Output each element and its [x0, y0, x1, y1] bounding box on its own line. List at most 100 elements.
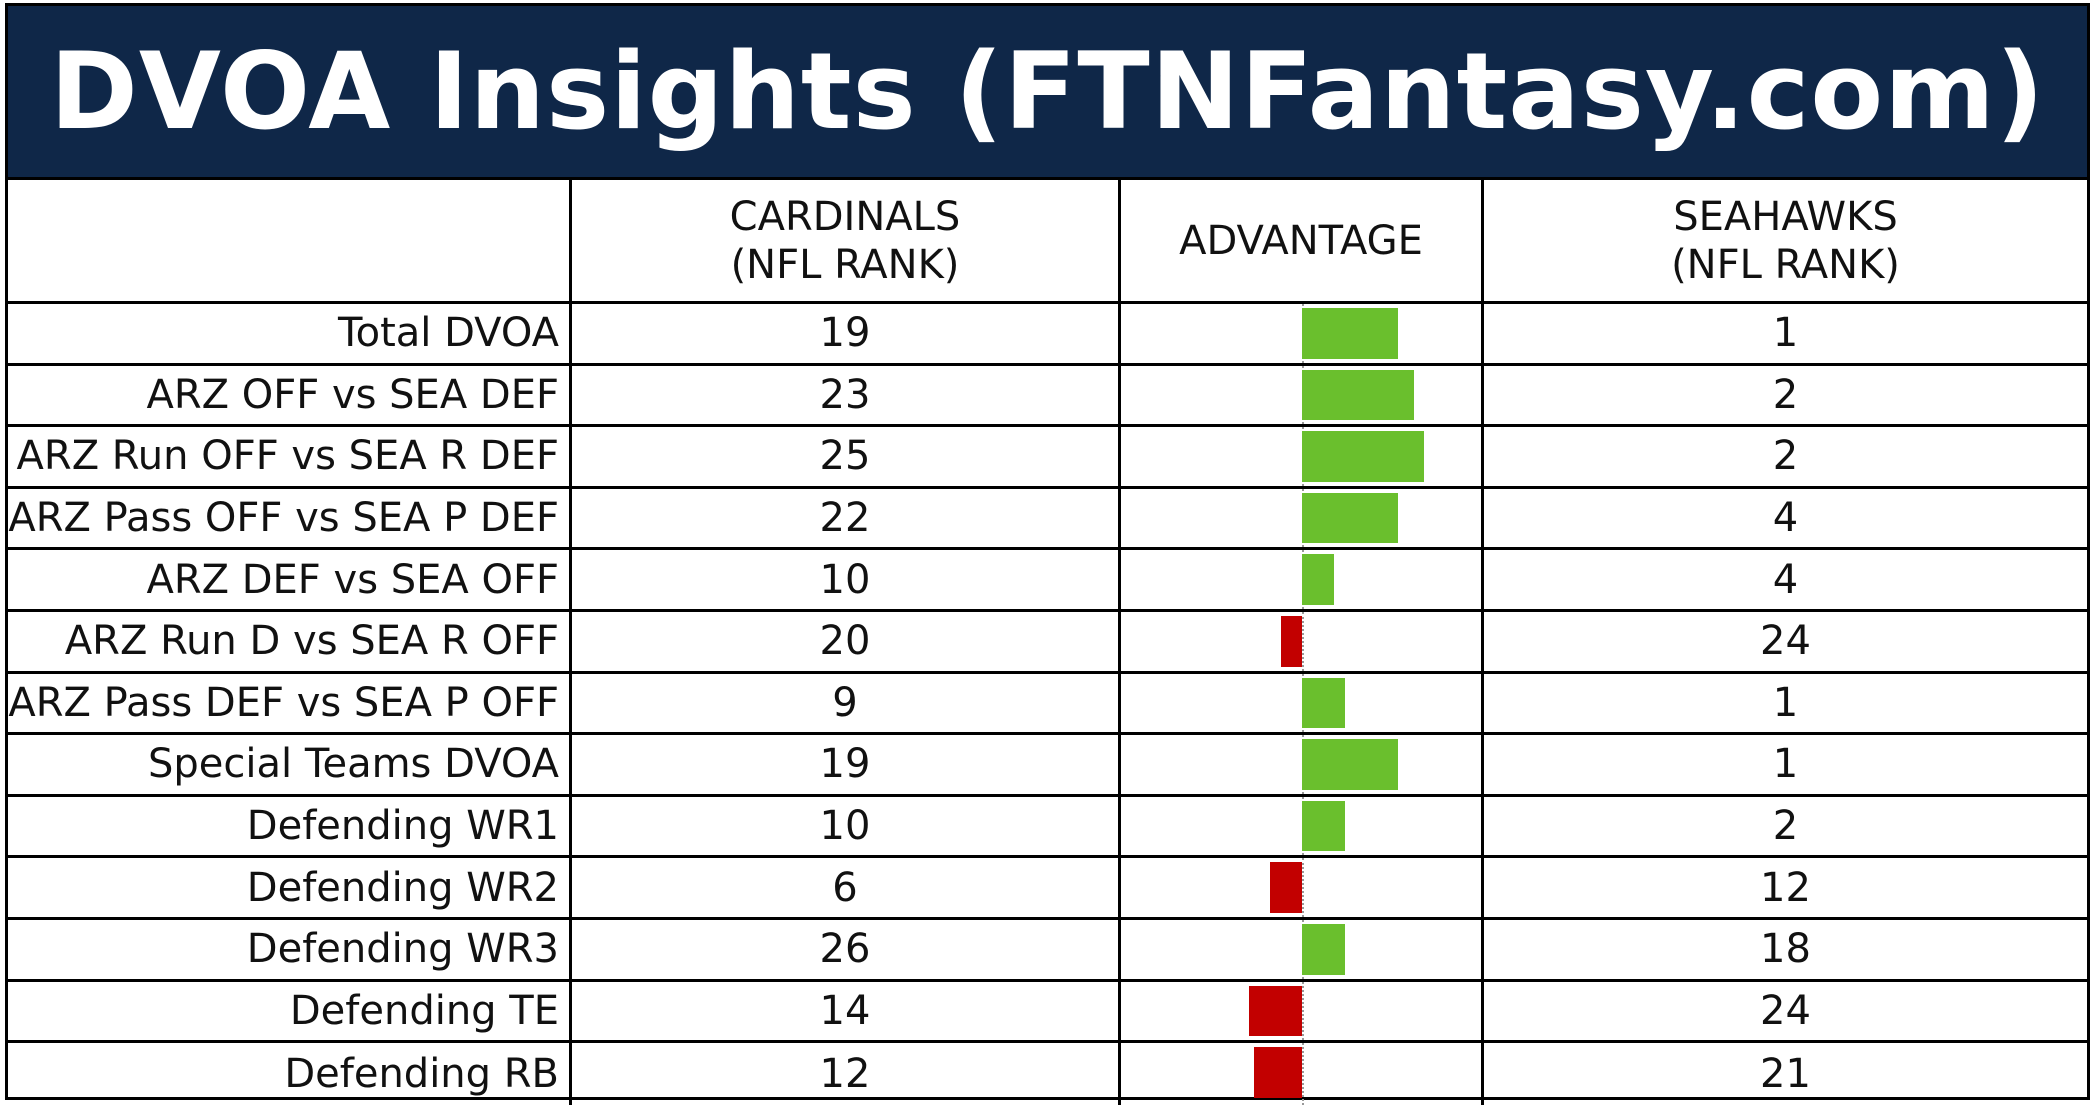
seahawks-rank: 1	[1772, 679, 1799, 726]
advantage-zero-line	[1302, 612, 1304, 671]
advantage-bar-area	[1121, 796, 1481, 856]
advantage-bar-area	[1121, 427, 1481, 486]
advantage-bar	[1302, 431, 1425, 482]
advantage-bar	[1302, 369, 1414, 421]
advantage-bar-area	[1121, 550, 1481, 609]
row-label: ARZ Run D vs SEA R OFF	[8, 612, 572, 671]
table-row: ARZ DEF vs SEA OFF 10 4	[8, 550, 2087, 612]
table-row: ARZ Run OFF vs SEA R DEF 25 2	[8, 427, 2087, 489]
seahawks-rank: 4	[1772, 556, 1799, 603]
advantage-cell	[1121, 920, 1484, 979]
cardinals-rank: 12	[572, 1043, 1121, 1105]
table-row: Total DVOA 19 1	[8, 304, 2087, 366]
cardinals-rank: 25	[572, 427, 1121, 486]
advantage-cell	[1121, 673, 1484, 733]
header-seahawks-name: SEAHAWKS	[1673, 193, 1898, 240]
seahawks-rank: 21	[1760, 1050, 1811, 1097]
title-banner: DVOA Insights (FTNFantasy.com)	[8, 6, 2087, 180]
table-row: Special Teams DVOA 19 1	[8, 735, 2087, 797]
cardinals-rank: 20	[572, 612, 1121, 671]
advantage-bar-area	[1121, 673, 1481, 733]
advantage-bar	[1280, 616, 1302, 667]
advantage-zero-line	[1302, 1043, 1304, 1105]
seahawks-rank: 2	[1772, 371, 1799, 418]
cardinals-rank: 14	[572, 981, 1121, 1041]
row-label: Defending WR1	[8, 796, 572, 856]
advantage-cell	[1121, 488, 1484, 548]
advantage-bar-area	[1121, 612, 1481, 671]
header-cardinals-rank: (NFL RANK)	[730, 241, 960, 288]
advantage-bar	[1302, 924, 1345, 975]
seahawks-rank: 24	[1760, 987, 1811, 1034]
header-seahawks-rank: (NFL RANK)	[1671, 241, 1900, 288]
row-label: ARZ OFF vs SEA DEF	[8, 365, 572, 425]
advantage-cell	[1121, 365, 1484, 425]
table-row: Defending WR2 6 12	[8, 858, 2087, 920]
seahawks-rank: 1	[1772, 741, 1799, 788]
cardinals-rank: 10	[572, 796, 1121, 856]
seahawks-rank: 24	[1760, 618, 1811, 665]
seahawks-rank: 1	[1772, 310, 1799, 357]
advantage-bar-area	[1121, 488, 1481, 548]
page-title: DVOA Insights (FTNFantasy.com)	[49, 30, 2046, 153]
table-row: Defending RB 12 21	[8, 1043, 2087, 1105]
table-row: ARZ Pass OFF vs SEA P DEF 22 4	[8, 488, 2087, 551]
advantage-bar-area	[1121, 981, 1481, 1041]
header-row: CARDINALS (NFL RANK) ADVANTAGE SEAHAWKS …	[8, 180, 2087, 304]
seahawks-rank: 18	[1760, 926, 1811, 973]
advantage-cell	[1121, 550, 1484, 609]
advantage-cell	[1121, 304, 1484, 363]
header-label-cell	[8, 180, 572, 301]
row-label: Defending WR3	[8, 920, 572, 979]
advantage-zero-line	[1302, 858, 1304, 917]
advantage-cell	[1121, 1043, 1484, 1105]
advantage-cell	[1121, 612, 1484, 671]
dvoa-table-frame: DVOA Insights (FTNFantasy.com) CARDINALS…	[5, 3, 2090, 1105]
cardinals-rank: 22	[572, 488, 1121, 548]
row-label: ARZ Pass OFF vs SEA P DEF	[8, 488, 572, 548]
advantage-cell	[1121, 796, 1484, 856]
advantage-cell	[1121, 858, 1484, 917]
advantage-bar	[1248, 985, 1302, 1037]
seahawks-rank: 2	[1772, 433, 1799, 480]
advantage-cell	[1121, 981, 1484, 1041]
cardinals-rank: 26	[572, 920, 1121, 979]
advantage-cell	[1121, 427, 1484, 486]
table-row: ARZ OFF vs SEA DEF 23 2	[8, 365, 2087, 428]
cardinals-rank: 6	[572, 858, 1121, 917]
cardinals-rank: 9	[572, 673, 1121, 733]
table-row: Defending WR3 26 18	[8, 920, 2087, 982]
cardinals-rank: 19	[572, 304, 1121, 363]
advantage-bar-area	[1121, 858, 1481, 917]
row-label: Defending TE	[8, 981, 572, 1041]
cardinals-rank: 23	[572, 365, 1121, 425]
table-row: ARZ Run D vs SEA R OFF 20 24	[8, 612, 2087, 674]
cardinals-rank: 10	[572, 550, 1121, 609]
header-advantage-cell: ADVANTAGE	[1121, 180, 1484, 301]
advantage-bar	[1302, 800, 1345, 852]
advantage-bar	[1302, 677, 1345, 729]
seahawks-rank: 12	[1760, 864, 1811, 911]
advantage-bar-area	[1121, 735, 1481, 794]
header-seahawks-cell: SEAHAWKS (NFL RANK)	[1484, 180, 2087, 301]
table-row: Defending TE 14 24	[8, 981, 2087, 1044]
advantage-bar	[1270, 862, 1302, 913]
advantage-bar-area	[1121, 304, 1481, 363]
advantage-cell	[1121, 735, 1484, 794]
row-label: Defending WR2	[8, 858, 572, 917]
row-label: ARZ DEF vs SEA OFF	[8, 550, 572, 609]
seahawks-rank: 2	[1772, 803, 1799, 850]
advantage-zero-line	[1302, 981, 1304, 1041]
header-cardinals-cell: CARDINALS (NFL RANK)	[572, 180, 1121, 301]
advantage-bar	[1302, 554, 1334, 605]
advantage-bar-area	[1121, 365, 1481, 425]
advantage-bar	[1254, 1047, 1302, 1098]
advantage-bar	[1302, 308, 1398, 359]
advantage-bar-area	[1121, 1043, 1481, 1105]
advantage-bar-area	[1121, 920, 1481, 979]
row-label: Defending RB	[8, 1043, 572, 1105]
advantage-bar	[1302, 492, 1398, 544]
row-label: ARZ Run OFF vs SEA R DEF	[8, 427, 572, 486]
seahawks-rank: 4	[1772, 495, 1799, 542]
cardinals-rank: 19	[572, 735, 1121, 794]
